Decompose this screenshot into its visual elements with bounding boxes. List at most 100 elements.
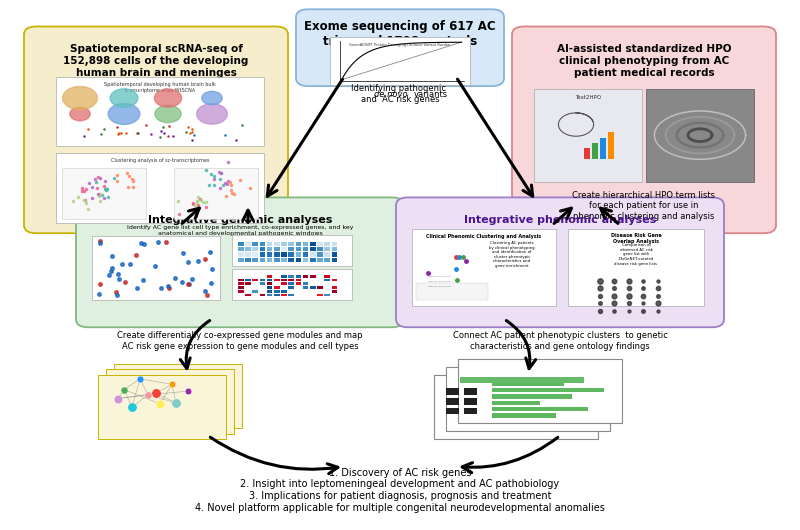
Bar — [331, 290, 338, 293]
Bar — [302, 252, 308, 257]
Bar — [331, 286, 338, 289]
FancyBboxPatch shape — [98, 375, 226, 439]
FancyBboxPatch shape — [411, 229, 557, 306]
Bar — [282, 286, 287, 289]
FancyBboxPatch shape — [232, 269, 352, 300]
Bar — [238, 247, 243, 251]
Circle shape — [70, 107, 90, 121]
FancyBboxPatch shape — [24, 26, 288, 233]
Bar — [288, 242, 294, 246]
Bar — [245, 247, 251, 251]
Bar — [608, 132, 614, 159]
Bar — [331, 275, 338, 278]
Text: Clustering AC patients
by clinical phenotyping
and identification of
cluster phe: Clustering AC patients by clinical pheno… — [489, 241, 535, 268]
Bar — [238, 282, 243, 285]
Text: Create hierarchical HPO term lists
for each patient for use in
phenomic clusteri: Create hierarchical HPO term lists for e… — [573, 191, 715, 220]
Bar — [288, 282, 294, 285]
FancyBboxPatch shape — [92, 235, 221, 300]
Circle shape — [155, 105, 181, 122]
Bar — [259, 242, 266, 246]
Bar — [296, 275, 302, 278]
Bar — [331, 252, 338, 257]
Bar — [302, 290, 308, 293]
FancyBboxPatch shape — [174, 168, 258, 219]
Bar — [253, 242, 258, 246]
Text: 1. Discovery of AC risk genes: 1. Discovery of AC risk genes — [329, 468, 471, 478]
Bar — [245, 252, 251, 257]
Bar — [492, 413, 556, 418]
FancyBboxPatch shape — [396, 198, 724, 327]
Bar — [325, 258, 330, 262]
Bar — [296, 247, 302, 251]
FancyBboxPatch shape — [56, 76, 265, 146]
Bar — [259, 258, 266, 262]
Bar — [245, 290, 251, 293]
Bar — [317, 258, 323, 262]
Bar — [492, 388, 604, 392]
Bar — [238, 294, 243, 296]
FancyBboxPatch shape — [56, 154, 265, 223]
FancyBboxPatch shape — [62, 168, 146, 219]
Bar — [288, 247, 294, 251]
Bar — [282, 290, 287, 293]
Bar — [253, 275, 258, 278]
Bar — [274, 290, 280, 293]
Bar — [238, 286, 243, 289]
FancyBboxPatch shape — [232, 235, 352, 266]
Bar — [302, 258, 308, 262]
Bar — [325, 279, 330, 281]
Bar — [325, 290, 330, 293]
Bar — [266, 282, 272, 285]
Bar — [600, 138, 606, 159]
Circle shape — [62, 86, 98, 110]
Text: Create differentially co-expressed gene modules and map
AC risk gene expression : Create differentially co-expressed gene … — [118, 331, 362, 351]
Bar — [288, 258, 294, 262]
Bar — [288, 286, 294, 289]
Bar — [317, 275, 323, 278]
Bar — [245, 279, 251, 281]
Bar — [253, 252, 258, 257]
Bar — [317, 247, 323, 251]
Bar — [331, 258, 338, 262]
Bar — [253, 294, 258, 296]
Bar — [238, 279, 243, 281]
Bar — [325, 294, 330, 296]
Bar — [446, 398, 459, 405]
Bar — [282, 294, 287, 296]
Bar — [331, 247, 338, 251]
Bar — [310, 247, 315, 251]
Bar — [274, 279, 280, 281]
Bar — [492, 401, 540, 405]
FancyBboxPatch shape — [446, 367, 610, 431]
Bar — [296, 294, 302, 296]
Text: Connect AC patient phenotypic clusters  to genetic
characteristics and gene onto: Connect AC patient phenotypic clusters t… — [453, 331, 667, 351]
Bar — [266, 252, 272, 257]
Text: 4. Novel platform applicable for multiple congenital neurodevelopmental anomalie: 4. Novel platform applicable for multipl… — [195, 503, 605, 513]
Circle shape — [110, 89, 138, 107]
Bar — [460, 377, 584, 383]
Bar — [310, 275, 315, 278]
Bar — [266, 290, 272, 293]
Text: ———————: ——————— — [428, 279, 453, 284]
Bar — [464, 388, 477, 395]
Text: Integrative genomic analyses: Integrative genomic analyses — [148, 215, 332, 225]
Text: ———————: ——————— — [428, 284, 453, 288]
Bar — [245, 286, 251, 289]
Bar — [282, 258, 287, 262]
Bar — [325, 286, 330, 289]
Bar — [310, 286, 315, 289]
Bar — [302, 275, 308, 278]
Bar — [238, 290, 243, 293]
Bar — [259, 286, 266, 289]
Bar — [282, 247, 287, 251]
FancyBboxPatch shape — [416, 283, 488, 300]
FancyBboxPatch shape — [114, 364, 242, 428]
Bar — [492, 407, 588, 411]
Bar — [288, 275, 294, 278]
Bar — [325, 275, 330, 278]
Bar — [266, 279, 272, 281]
Bar — [317, 294, 323, 296]
FancyBboxPatch shape — [567, 229, 704, 306]
Bar — [253, 290, 258, 293]
Bar — [253, 282, 258, 285]
